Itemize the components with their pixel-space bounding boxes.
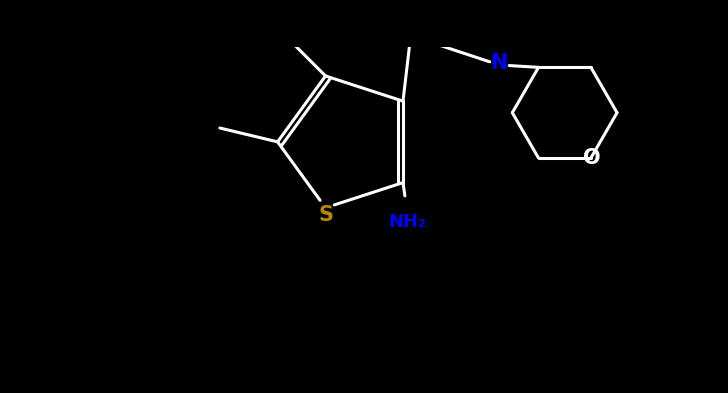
Text: O: O <box>583 148 601 168</box>
Text: NH₂: NH₂ <box>388 213 426 231</box>
Text: S: S <box>318 206 333 226</box>
Text: N: N <box>491 53 508 73</box>
